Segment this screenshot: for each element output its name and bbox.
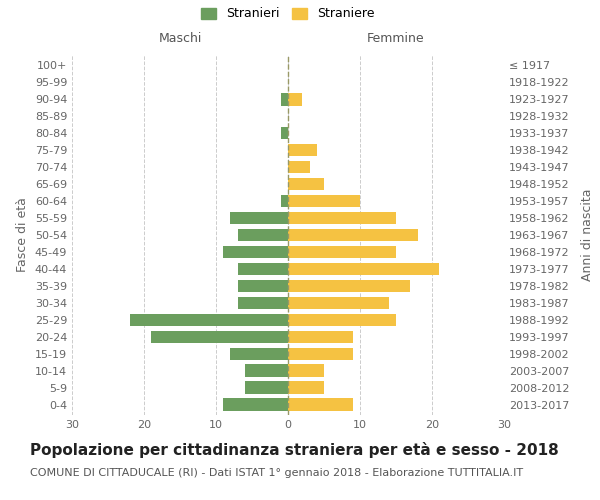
Text: Femmine: Femmine xyxy=(367,32,425,45)
Bar xyxy=(288,364,324,377)
Bar xyxy=(288,280,410,292)
Bar xyxy=(230,212,288,224)
Bar xyxy=(238,296,288,310)
Y-axis label: Fasce di età: Fasce di età xyxy=(16,198,29,272)
Bar xyxy=(281,194,288,207)
Legend: Stranieri, Straniere: Stranieri, Straniere xyxy=(197,4,379,24)
Bar xyxy=(281,93,288,106)
Bar xyxy=(288,160,310,173)
Bar xyxy=(223,398,288,411)
Bar xyxy=(288,348,353,360)
Bar xyxy=(288,212,396,224)
Bar xyxy=(288,144,317,156)
Bar xyxy=(288,382,324,394)
Bar xyxy=(245,382,288,394)
Bar xyxy=(288,314,396,326)
Text: Popolazione per cittadinanza straniera per età e sesso - 2018: Popolazione per cittadinanza straniera p… xyxy=(30,442,559,458)
Text: COMUNE DI CITTADUCALE (RI) - Dati ISTAT 1° gennaio 2018 - Elaborazione TUTTITALI: COMUNE DI CITTADUCALE (RI) - Dati ISTAT … xyxy=(30,468,523,478)
Bar xyxy=(245,364,288,377)
Bar xyxy=(130,314,288,326)
Bar xyxy=(288,330,353,344)
Bar xyxy=(230,348,288,360)
Bar xyxy=(238,262,288,276)
Bar xyxy=(238,280,288,292)
Bar xyxy=(288,246,396,258)
Bar xyxy=(288,296,389,310)
Y-axis label: Anni di nascita: Anni di nascita xyxy=(581,188,594,281)
Bar xyxy=(281,126,288,140)
Bar xyxy=(288,194,360,207)
Bar xyxy=(223,246,288,258)
Bar xyxy=(288,398,353,411)
Bar xyxy=(151,330,288,344)
Bar xyxy=(288,228,418,241)
Bar xyxy=(288,93,302,106)
Bar xyxy=(288,178,324,190)
Text: Maschi: Maschi xyxy=(158,32,202,45)
Bar xyxy=(288,262,439,276)
Bar xyxy=(238,228,288,241)
